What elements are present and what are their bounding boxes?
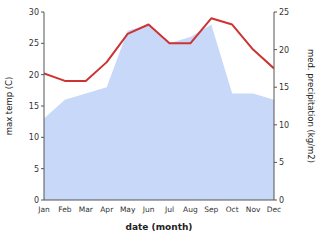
x-tick-label: Dec xyxy=(267,205,282,214)
y-tick xyxy=(41,43,44,44)
y-tick-label: 30 xyxy=(29,8,39,17)
y2-tick xyxy=(274,200,277,201)
x-axis-line xyxy=(44,200,274,201)
precipitation-area xyxy=(44,25,274,200)
y2-tick-label: 15 xyxy=(279,83,289,92)
x-tick-label: Apr xyxy=(100,205,114,214)
plot-area xyxy=(44,18,274,200)
x-tick-label: Nov xyxy=(246,205,261,214)
chart: 0 5 10 15 20 25 30 0 5 10 15 20 25 Jan Feb Mar Apr May Jun… xyxy=(0,0,318,247)
y2-tick xyxy=(274,162,277,163)
y2-tick-label: 25 xyxy=(279,8,289,17)
y2-axis-title: med. precipitation (kg/m2) xyxy=(306,49,316,163)
y2-axis-line xyxy=(274,12,275,200)
y-tick xyxy=(41,106,44,107)
x-tick-label: Feb xyxy=(58,205,72,214)
y-axis-title: max temp (C) xyxy=(4,77,14,136)
temperature-line xyxy=(44,18,274,81)
x-tick-label: Oct xyxy=(226,205,239,214)
y2-tick xyxy=(274,124,277,125)
y-tick-label: 15 xyxy=(29,102,39,111)
y-tick-label: 20 xyxy=(29,71,39,80)
x-tick-label: Jul xyxy=(164,205,174,214)
y-tick xyxy=(41,200,44,201)
y-tick xyxy=(41,168,44,169)
x-axis-title: date (month) xyxy=(126,222,193,232)
y2-tick xyxy=(274,12,277,13)
x-tick-label: Jan xyxy=(37,205,50,214)
y2-tick-label: 10 xyxy=(279,121,289,130)
y-tick-label: 0 xyxy=(34,196,39,205)
x-tick-label: May xyxy=(120,205,136,214)
y2-tick-label: 20 xyxy=(279,46,289,55)
x-tick-label: Jun xyxy=(142,205,155,214)
x-tick-label: Mar xyxy=(79,205,94,214)
y-tick-label: 5 xyxy=(34,165,39,174)
y-tick xyxy=(41,12,44,13)
y-tick xyxy=(41,74,44,75)
y2-tick xyxy=(274,49,277,50)
y-tick xyxy=(41,137,44,138)
x-tick-label: Aug xyxy=(183,205,198,214)
y2-tick xyxy=(274,87,277,88)
y-tick-label: 25 xyxy=(29,39,39,48)
y2-tick-label: 5 xyxy=(279,158,284,167)
y2-tick-label: 0 xyxy=(279,196,284,205)
y-tick-label: 10 xyxy=(29,133,39,142)
x-tick-label: Sep xyxy=(204,205,218,214)
